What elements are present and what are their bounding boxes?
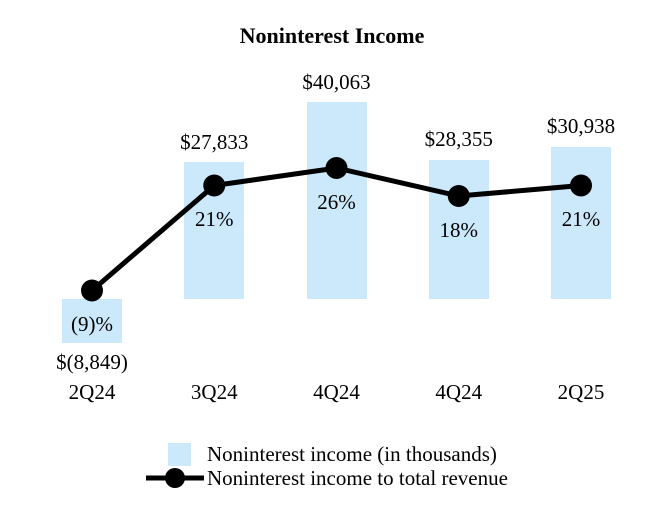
x-axis-label: 2Q25 <box>557 379 605 404</box>
bar-value-label: $40,063 <box>302 69 371 94</box>
x-axis-label: 4Q24 <box>313 379 360 404</box>
bar-value-label: $(8,849) <box>56 350 128 374</box>
line-point-label: 26% <box>317 189 356 214</box>
legend-line-label: Noninterest income to total revenue <box>207 466 508 490</box>
legend-bar-swatch <box>168 443 191 466</box>
bar-value-label: $28,355 <box>424 127 493 152</box>
line-point-label: (9)% <box>71 312 113 336</box>
line-point-label: 21% <box>195 207 234 231</box>
x-axis-label: 2Q24 <box>68 379 116 404</box>
bar-value-label: $30,938 <box>546 114 616 139</box>
line-point-label: 21% <box>561 207 601 231</box>
legend-line-dot-marker-icon <box>146 468 204 488</box>
legend-bar-label: Noninterest income (in thousands) <box>207 442 497 466</box>
bar <box>62 299 122 343</box>
line-point-label: 18% <box>439 217 479 242</box>
x-axis-label: 4Q24 <box>435 379 483 404</box>
chart-title: Noninterest Income <box>239 23 425 48</box>
x-axis-label: 3Q24 <box>190 379 238 404</box>
bar-value-label: $27,833 <box>180 129 249 154</box>
